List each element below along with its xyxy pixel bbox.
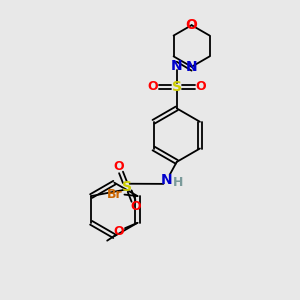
Text: O: O xyxy=(114,225,124,238)
Text: N: N xyxy=(160,173,172,187)
Text: O: O xyxy=(186,18,197,32)
Text: S: S xyxy=(172,80,182,94)
Text: O: O xyxy=(130,200,141,213)
Text: S: S xyxy=(122,180,132,194)
Text: O: O xyxy=(148,80,158,94)
Text: O: O xyxy=(195,80,206,94)
Text: O: O xyxy=(114,160,124,173)
Text: N: N xyxy=(171,58,183,73)
Text: N: N xyxy=(186,60,197,74)
Text: H: H xyxy=(172,176,183,189)
Text: Br: Br xyxy=(107,188,122,201)
